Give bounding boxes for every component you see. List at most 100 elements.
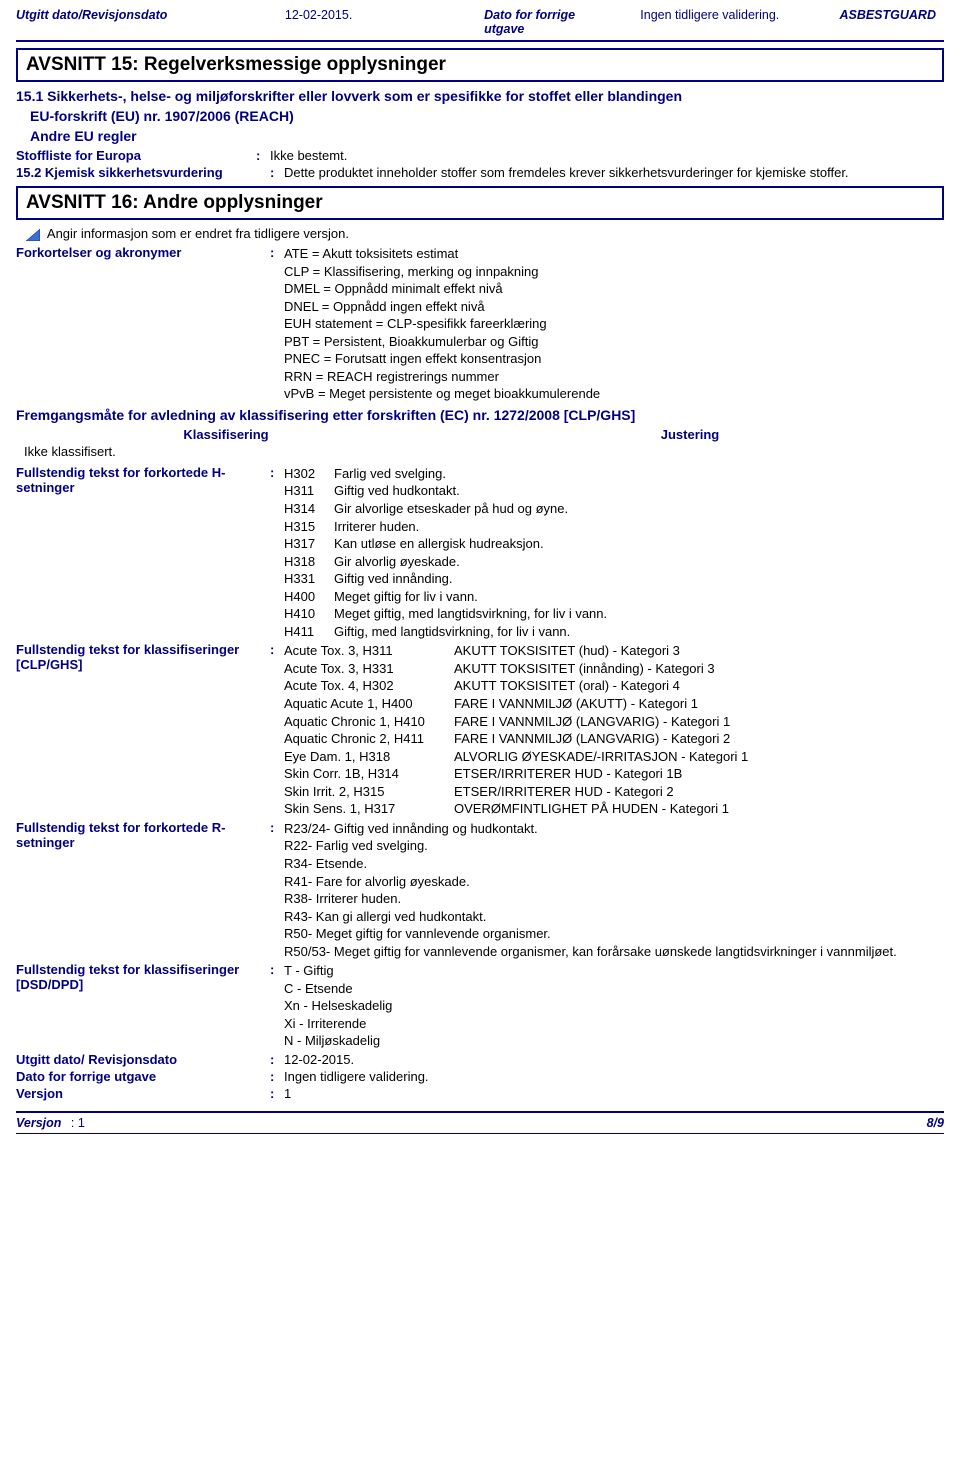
issued-date-label2: Utgitt dato/ Revisjonsdato: [16, 1052, 270, 1067]
h-code: H331: [284, 570, 334, 588]
version-value: 1: [284, 1086, 944, 1101]
h-text: Meget giftig for liv i vann.: [334, 588, 944, 606]
h-text: Meget giftig, med langtidsvirkning, for …: [334, 605, 944, 623]
class-header-row: Klassifisering Justering: [16, 427, 944, 442]
h-text: Irriterer huden.: [334, 518, 944, 536]
issued-date-value: 12-02-2015.: [285, 8, 352, 22]
clp-code: Aquatic Acute 1, H400: [284, 695, 454, 713]
section-16-title: AVSNITT 16: Andre opplysninger: [26, 192, 934, 214]
clp-code: Aquatic Chronic 1, H410: [284, 713, 454, 731]
section-15-title: AVSNITT 15: Regelverksmessige opplysning…: [26, 54, 934, 76]
abbrev-item: EUH statement = CLP-spesifikk fareerklær…: [284, 315, 944, 333]
prev-date-value2: Ingen tidligere validering.: [284, 1069, 944, 1084]
dsd-line: Xi - Irriterende: [284, 1015, 944, 1033]
r-line: R22- Farlig ved svelging.: [284, 837, 944, 855]
h-text: Giftig, med langtidsvirkning, for liv i …: [334, 623, 944, 641]
clp-code: Skin Irrit. 2, H315: [284, 783, 454, 801]
clp-code: Aquatic Chronic 2, H411: [284, 730, 454, 748]
clp-code: Skin Corr. 1B, H314: [284, 765, 454, 783]
clp-text: FARE I VANNMILJØ (AKUTT) - Kategori 1: [454, 695, 944, 713]
h-code: H400: [284, 588, 334, 606]
prev-date-label: Dato for forrige utgave: [484, 8, 575, 36]
clp-code: Acute Tox. 3, H331: [284, 660, 454, 678]
procedure-heading: Fremgangsmåte for avledning av klassifis…: [16, 407, 944, 423]
h-text: Kan utløse en allergisk hudreaksjon.: [334, 535, 944, 553]
dsd-line: N - Miljøskadelig: [284, 1032, 944, 1050]
r-line: R23/24- Giftig ved innånding og hudkonta…: [284, 820, 944, 838]
abbrev-row: Forkortelser og akronymer : ATE = Akutt …: [16, 245, 944, 403]
header-rule: [16, 40, 944, 42]
not-classified: Ikke klassifisert.: [24, 444, 944, 459]
dsd-line: T - Giftig: [284, 962, 944, 980]
abbrev-label: Forkortelser og akronymer: [16, 245, 270, 260]
h-code: H317: [284, 535, 334, 553]
colon: :: [270, 1052, 284, 1067]
abbrev-item: CLP = Klassifisering, merking og innpakn…: [284, 263, 944, 281]
h-text: Gir alvorlig øyeskade.: [334, 553, 944, 571]
eu-rules-heading: Andre EU regler: [30, 128, 944, 144]
h-code: H318: [284, 553, 334, 571]
r-line: R50/53- Meget giftig for vannlevende org…: [284, 943, 944, 961]
clp-code: Acute Tox. 4, H302: [284, 677, 454, 695]
h-code: H411: [284, 623, 334, 641]
r-statements-label: Fullstendig tekst for forkortede R-setni…: [16, 820, 270, 850]
r-line: R38- Irriterer huden.: [284, 890, 944, 908]
dsd-line: C - Etsende: [284, 980, 944, 998]
h-text: Farlig ved svelging.: [334, 465, 944, 483]
colon: :: [270, 962, 284, 977]
version-label: Versjon: [16, 1086, 270, 1101]
colon: :: [256, 148, 270, 163]
doc-header: Utgitt dato/Revisjonsdato 12-02-2015. Da…: [16, 8, 944, 36]
section-15-box: AVSNITT 15: Regelverksmessige opplysning…: [16, 48, 944, 82]
kjemisk-row: 15.2 Kjemisk sikkerhetsvurdering : Dette…: [16, 165, 944, 180]
just-col-header: Justering: [436, 427, 944, 442]
clp-text: ALVORLIG ØYESKADE/-IRRITASJON - Kategori…: [454, 748, 944, 766]
abbrev-item: PBT = Persistent, Bioakkumulerbar og Gif…: [284, 333, 944, 351]
h-code: H314: [284, 500, 334, 518]
version-row: Versjon : 1: [16, 1086, 944, 1101]
h-codes-col: H302 H311 H314 H315 H317 H318 H331 H400 …: [284, 465, 334, 640]
clp-texts-col: AKUTT TOKSISITET (hud) - Kategori 3 AKUT…: [454, 642, 944, 817]
h-text: Gir alvorlige etseskader på hud og øyne.: [334, 500, 944, 518]
change-note-text: Angir informasjon som er endret fra tidl…: [47, 226, 349, 241]
abbrev-item: vPvB = Meget persistente og meget bioakk…: [284, 385, 944, 403]
clp-code: Skin Sens. 1, H317: [284, 800, 454, 818]
r-line: R34- Etsende.: [284, 855, 944, 873]
r-line: R43- Kan gi allergi ved hudkontakt.: [284, 908, 944, 926]
colon: :: [270, 1069, 284, 1084]
clp-code: Acute Tox. 3, H311: [284, 642, 454, 660]
clp-text: AKUTT TOKSISITET (innånding) - Kategori …: [454, 660, 944, 678]
clp-text: FARE I VANNMILJØ (LANGVARIG) - Kategori …: [454, 713, 944, 731]
clp-text: ETSER/IRRITERER HUD - Kategori 2: [454, 783, 944, 801]
stoffliste-value: Ikke bestemt.: [270, 148, 944, 163]
section-16-box: AVSNITT 16: Andre opplysninger: [16, 186, 944, 220]
issued-date-label: Utgitt dato/Revisjonsdato: [16, 8, 167, 22]
s15-1-heading: 15.1 Sikkerhets-, helse- og miljøforskri…: [16, 88, 944, 104]
colon: :: [270, 165, 284, 180]
clp-text: OVERØMFINTLIGHET PÅ HUDEN - Kategori 1: [454, 800, 944, 818]
r-statements-value: R23/24- Giftig ved innånding og hudkonta…: [284, 820, 944, 960]
abbrev-item: DNEL = Oppnådd ingen effekt nivå: [284, 298, 944, 316]
colon: :: [270, 820, 284, 835]
footer-row: Versjon : 1 8/9: [16, 1113, 944, 1133]
h-code: H311: [284, 482, 334, 500]
prev-date-row: Dato for forrige utgave : Ingen tidliger…: [16, 1069, 944, 1084]
clp-codes-col: Acute Tox. 3, H311 Acute Tox. 3, H331 Ac…: [284, 642, 454, 817]
clp-row: Fullstendig tekst for klassifiseringer […: [16, 642, 944, 817]
change-note-row: Angir informasjon som er endret fra tidl…: [26, 226, 944, 241]
colon: :: [270, 642, 284, 657]
r-statements-row: Fullstendig tekst for forkortede R-setni…: [16, 820, 944, 960]
change-marker-icon: [26, 229, 40, 241]
h-code: H315: [284, 518, 334, 536]
stoffliste-label: Stoffliste for Europa: [16, 148, 256, 163]
h-code: H410: [284, 605, 334, 623]
h-code: H302: [284, 465, 334, 483]
h-text: Giftig ved innånding.: [334, 570, 944, 588]
h-text: Giftig ved hudkontakt.: [334, 482, 944, 500]
h-statements-value: H302 H311 H314 H315 H317 H318 H331 H400 …: [284, 465, 944, 640]
stoffliste-row: Stoffliste for Europa : Ikke bestemt.: [16, 148, 944, 163]
prev-date-value: Ingen tidligere validering.: [640, 8, 779, 22]
abbrev-item: RRN = REACH registrerings nummer: [284, 368, 944, 386]
prev-date-label2: Dato for forrige utgave: [16, 1069, 270, 1084]
colon: :: [270, 465, 284, 480]
